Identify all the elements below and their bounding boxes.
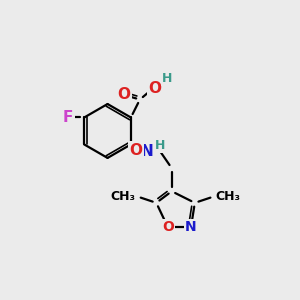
Text: N: N — [140, 144, 153, 159]
Text: O: O — [118, 87, 130, 102]
Text: CH₃: CH₃ — [215, 190, 240, 203]
Text: N: N — [185, 220, 197, 234]
Text: O: O — [148, 81, 161, 96]
Text: CH₃: CH₃ — [111, 190, 136, 203]
Text: H: H — [155, 139, 165, 152]
Text: O: O — [129, 143, 142, 158]
Text: F: F — [63, 110, 74, 125]
Text: O: O — [162, 220, 174, 234]
Text: H: H — [162, 73, 172, 85]
